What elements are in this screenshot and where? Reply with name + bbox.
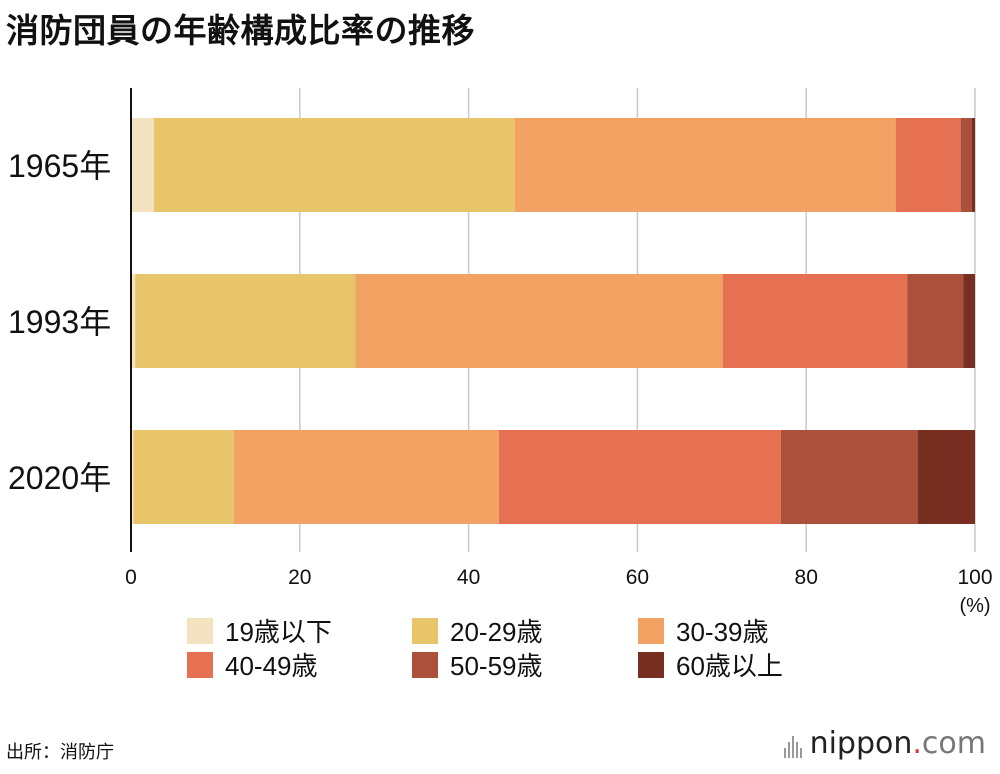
category-label-0: 1965年: [8, 148, 111, 184]
bar-segment-1993-50-59-s4: [907, 274, 964, 368]
brand-logo: nippon.com: [783, 726, 986, 761]
legend-swatch-5: [638, 652, 664, 678]
x-tick-label-20: 20: [288, 566, 311, 589]
legend-swatch-2: [638, 618, 664, 644]
legend-label-4: 50-59歳: [450, 651, 543, 681]
x-tick-label-40: 40: [457, 566, 480, 589]
category-label-1: 1993年: [8, 304, 111, 340]
legend-swatch-3: [187, 652, 213, 678]
x-tick-label-60: 60: [626, 566, 649, 589]
bar-segment-1993-60-s5: [963, 274, 975, 368]
bar-segment-2020-20-29-s1: [133, 430, 234, 524]
bar-segment-2020-60-s5: [917, 430, 975, 524]
bar-segment-1965-40-49-s3: [895, 118, 961, 212]
stacked-bar-chart: 1965年 1993年 2020年 0 20 40 60 80 100 (%) 19歳以下 20-29…: [8, 88, 993, 681]
bar-segment-2020-30-39-s2: [233, 430, 499, 524]
x-tick-label-80: 80: [795, 566, 818, 589]
x-tick-label-0: 0: [125, 566, 137, 589]
bar-segment-1965-60-s5: [971, 118, 975, 212]
x-tick-label-100: 100: [957, 566, 992, 589]
legend-label-1: 20-29歳: [450, 617, 543, 647]
legend-label-0: 19歳以下: [225, 617, 332, 647]
source-note: 出所：消防庁: [6, 742, 114, 763]
legend-swatch-0: [187, 618, 213, 644]
bar-segment-2020-50-59-s4: [780, 430, 918, 524]
bar-segment-1965-20-29-s1: [153, 118, 516, 212]
bar-segment-1965-50-59-s4: [960, 118, 972, 212]
brand-dot: .: [912, 726, 922, 761]
chart-title: 消防団員の年齢構成比率の推移: [6, 11, 475, 50]
bar-segment-1965-19-s0: [131, 118, 154, 212]
bar-segment-1993-40-49-s3: [722, 274, 908, 368]
legend-label-3: 40-49歳: [225, 651, 318, 681]
bar-segment-2020-40-49-s3: [498, 430, 781, 524]
brand-tld: com: [921, 726, 986, 761]
brand-name: nippon: [809, 726, 913, 761]
bar-segment-1993-19-s0: [131, 274, 136, 368]
legend-label-2: 30-39歳: [676, 617, 769, 647]
x-axis-unit: (%): [959, 595, 990, 617]
legend-label-5: 60歳以上: [676, 651, 783, 681]
bar-segment-2020-19-s0: [131, 430, 134, 524]
category-label-2: 2020年: [8, 460, 111, 496]
bar-segment-1993-30-39-s2: [355, 274, 723, 368]
legend-swatch-4: [412, 652, 438, 678]
bar-segment-1965-30-39-s2: [515, 118, 896, 212]
bar-segment-1993-20-29-s1: [135, 274, 356, 368]
legend-swatch-1: [412, 618, 438, 644]
brand-bars-icon: [783, 730, 802, 758]
